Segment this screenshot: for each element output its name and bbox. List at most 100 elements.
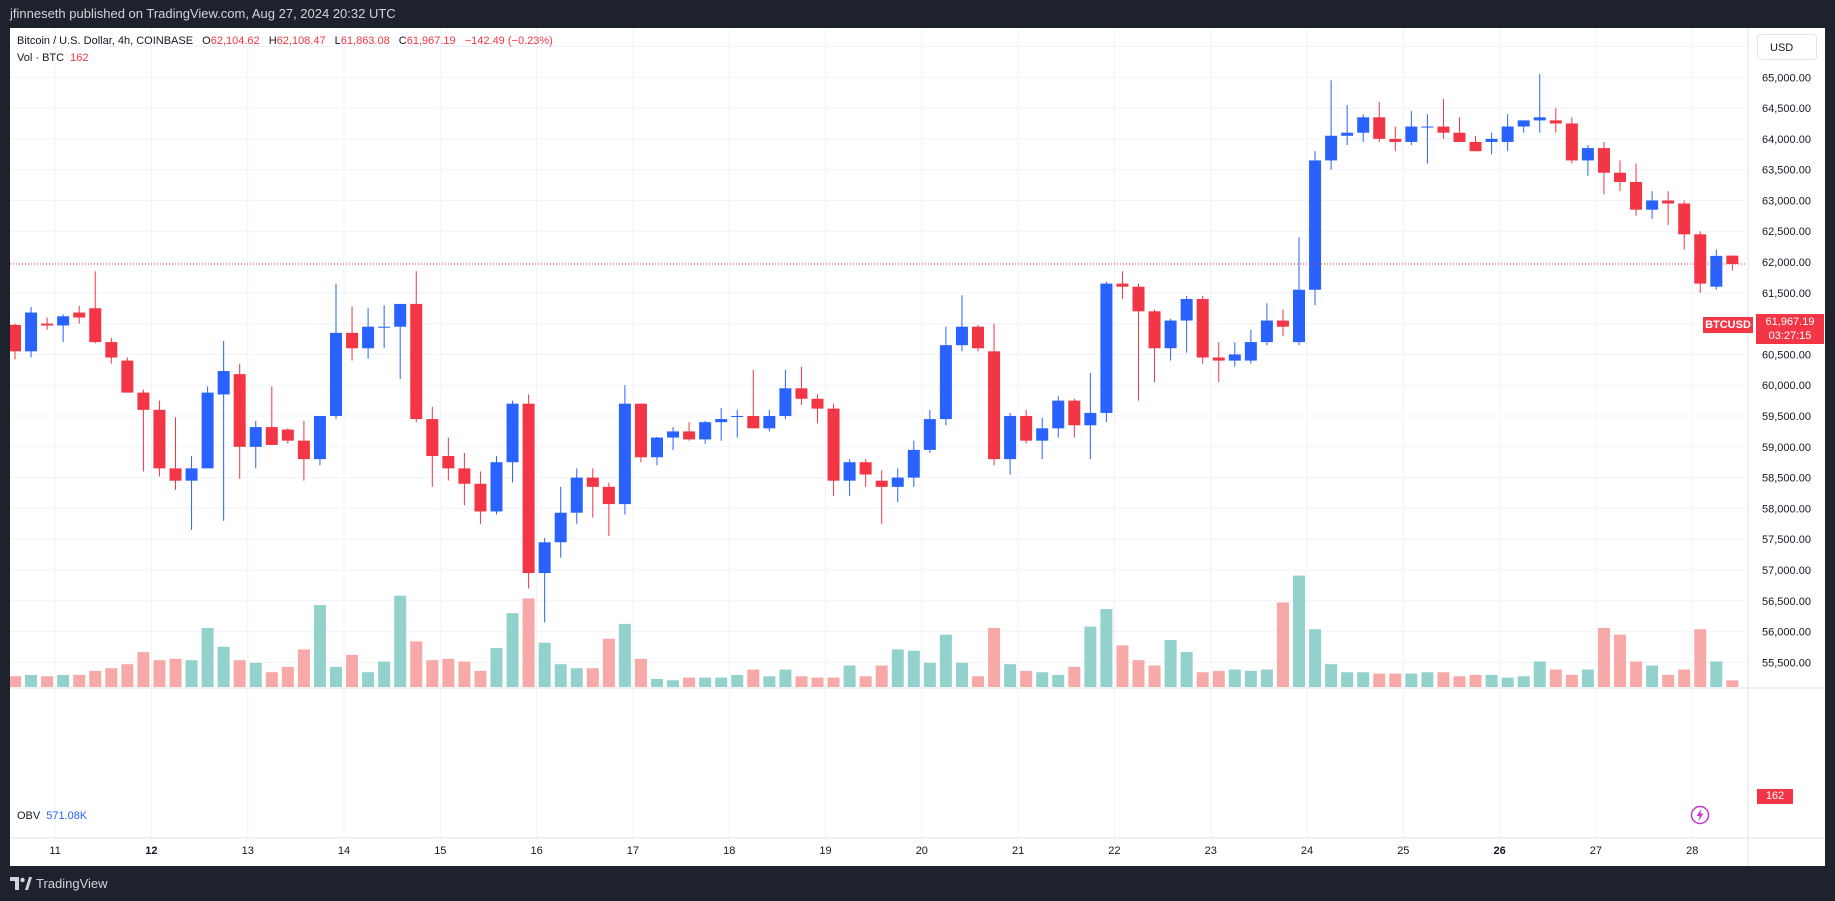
currency-button[interactable]: USD [1757,34,1817,60]
candle-body [1501,126,1514,142]
volume-bar [988,627,1001,687]
tradingview-logo[interactable]: TradingView [10,876,108,891]
volume-bar [458,661,471,687]
x-tick-label: 24 [1301,845,1313,857]
volume-bar [201,627,214,687]
change-value: −142.49 (−0.23%) [464,35,553,47]
candle-body [1373,117,1386,139]
volume-bar [1694,629,1707,687]
volume-bar [1421,672,1434,687]
volume-bar [923,662,936,687]
volume-bar [1549,669,1562,687]
volume-bar [1357,672,1370,687]
candle-body [1260,320,1273,343]
candle-body [1132,286,1145,312]
candle-body [1726,255,1739,265]
candle-body [458,468,471,484]
candle-body [1276,320,1289,327]
volume-bar [1646,665,1659,687]
candle-body [1597,148,1610,173]
volume-tag: 162 [1757,789,1793,804]
volume-bar [1244,670,1257,687]
candle-body [602,486,615,505]
volume-bar [362,672,375,687]
high-value: 62,108.47 [276,35,326,47]
candle-body [25,312,38,352]
y-tick-label: 59,000.00 [1762,442,1811,454]
volume-bar [10,676,21,687]
candle-body [1068,400,1081,426]
open-label: O [202,35,211,47]
obv-label: OBV [17,810,41,822]
volume-bar [378,661,391,687]
candle-body [1469,141,1482,152]
candle-body [1212,357,1225,361]
volume-bar [265,672,278,687]
volume-bar [1662,674,1675,687]
volume-bar [1389,673,1402,687]
volume-bar [1260,669,1273,687]
volume-bar [249,662,262,687]
volume-bar [522,598,535,687]
candle-body [506,403,519,463]
candle-body [1421,126,1434,128]
x-tick-label: 11 [49,845,60,857]
candle-body [651,437,663,458]
volume-bar [217,646,230,687]
volume-bar [1132,660,1145,687]
volume-bar [153,660,166,687]
x-tick-label: 19 [819,845,831,857]
volume-bar [1180,652,1193,687]
volume-bar [169,658,182,687]
x-tick-label: 12 [145,845,157,857]
candle-body [1020,416,1033,441]
candle-body [410,303,423,420]
chart-panel[interactable]: 55,500.00 56,000.00 56,500.00 57,000.00 57,5… [10,28,1825,866]
volume-bar [1004,664,1017,687]
volume-bar [907,650,920,687]
volume-bar [1581,669,1594,687]
last-price: 61,967.19 [1765,316,1815,328]
lightning-icon[interactable] [1690,805,1710,825]
candle-body [1581,148,1594,161]
candle-body [1052,400,1065,429]
volume-bar [683,677,696,687]
y-tick-label: 60,000.00 [1762,380,1811,392]
x-tick-label: 23 [1205,845,1217,857]
price-chart[interactable]: 55,500.00 56,000.00 56,500.00 57,000.00 57,5… [10,28,1825,866]
volume-bar [1341,672,1354,687]
volume-bar [1196,672,1209,687]
volume-bar [731,674,744,687]
y-tick-label: 62,500.00 [1762,226,1811,238]
candle-body [137,392,150,410]
candle-body [988,351,1001,460]
candle-body [490,462,503,512]
volume-bar [1453,676,1466,687]
volume-bar [313,605,326,687]
volume-bar [506,613,519,687]
y-tick-label: 64,500.00 [1762,103,1811,115]
volume-bar [1325,664,1338,687]
candle-body [1196,298,1209,358]
volume-bar [1309,629,1322,687]
brand-name: TradingView [36,876,108,891]
publish-info: jfinneseth published on TradingView.com,… [10,6,396,21]
volume-bar [602,638,615,687]
candle-body [538,542,551,574]
volume-bar [121,664,134,687]
candle-body [1565,123,1578,161]
volume-value: 162 [70,52,89,64]
volume-bar [394,595,407,687]
last-price-tag: 61,967.19 03:27:15 [1756,314,1824,344]
candle-body [939,345,952,420]
x-tick-label: 28 [1686,845,1698,857]
volume-bar [1164,640,1177,687]
x-tick-label: 27 [1590,845,1602,857]
volume-bar [137,652,150,687]
candle-body [1309,160,1322,290]
volume-bar [1565,674,1578,687]
volume-bar [955,662,968,687]
volume-bar [41,676,54,687]
obv-value: 571.08K [46,810,88,822]
volume-bar [972,676,984,687]
